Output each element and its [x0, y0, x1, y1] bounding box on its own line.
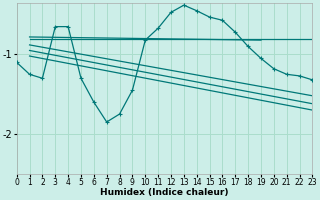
X-axis label: Humidex (Indice chaleur): Humidex (Indice chaleur) — [100, 188, 229, 197]
